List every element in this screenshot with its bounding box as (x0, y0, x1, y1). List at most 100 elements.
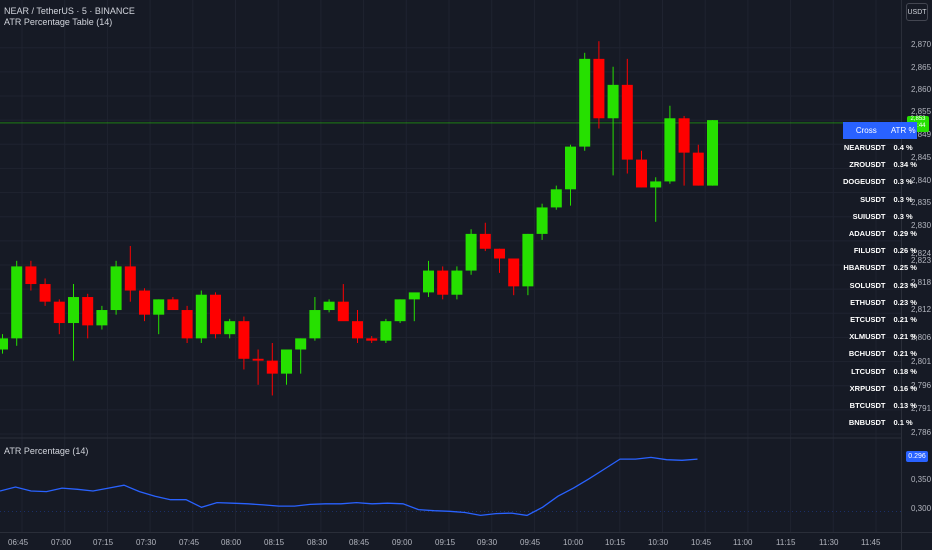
time-tick: 11:15 (776, 538, 796, 547)
price-tick: 2,845 (911, 153, 932, 162)
time-tick: 09:45 (520, 538, 541, 547)
symbol-cell: NEARUSDT (843, 143, 886, 153)
candle-body (295, 338, 307, 350)
time-tick: 09:15 (435, 538, 456, 547)
time-tick: 08:30 (307, 538, 328, 547)
atr-cell: 0.3 % (893, 194, 913, 204)
candle-body (366, 338, 378, 341)
symbol-cell: XLMUSDT (849, 332, 886, 342)
price-tick: 2,865 (911, 63, 932, 72)
price-tick: 2,786 (911, 428, 932, 437)
candle-body (607, 84, 619, 119)
time-tick: 06:45 (8, 538, 29, 547)
atr-current-tag[interactable]: 0.296 (906, 451, 928, 462)
symbol-cell: BTCUSDT (849, 400, 886, 410)
atr-cell: 0.26 % (893, 246, 917, 256)
candle-body (565, 146, 576, 190)
atr-cell: 0.13 % (893, 400, 917, 410)
atr-tick: 0,350 (911, 475, 932, 484)
time-tick: 10:15 (605, 538, 626, 547)
table-row: XLMUSDT 0.21 % (843, 328, 917, 345)
time-tick: 08:45 (349, 538, 370, 547)
time-tick: 10:30 (648, 538, 669, 547)
candle-body (323, 301, 335, 311)
atr-line (0, 456, 698, 517)
atr-cell: 0.29 % (893, 229, 917, 239)
table-header-row: Cross ATR % (843, 122, 917, 139)
currency-badge[interactable]: USDT (906, 3, 928, 21)
atr-pane (0, 456, 902, 517)
atr-percentage-table: Cross ATR % NEARUSDT 0.4 % ZROUSDT 0.34 % … (843, 122, 917, 431)
candle-body (423, 270, 434, 293)
candle-body (451, 270, 463, 295)
price-tick: 2,830 (911, 221, 932, 230)
table-row: HBARUSDT 0.25 % (843, 259, 917, 276)
symbol-cell: DOGEUSDT (843, 177, 886, 187)
candles (0, 41, 718, 396)
candle-body (309, 310, 321, 339)
candle-body (252, 358, 264, 361)
table-row: BTCUSDT 0.13 % (843, 397, 917, 414)
table-row: BCHUSDT 0.21 % (843, 345, 917, 362)
candle-body (465, 233, 477, 271)
price-tick: 2,818 (911, 278, 932, 287)
column-header-atr: ATR % (889, 122, 917, 139)
atr-cell: 0.18 % (893, 366, 917, 376)
price-tick: 2,796 (911, 381, 932, 390)
table-row: ZROUSDT 0.34 % (843, 156, 917, 173)
symbol-cell: ETHUSDT (850, 297, 886, 307)
symbol-cell: ZROUSDT (849, 160, 886, 170)
candle-body (678, 118, 690, 153)
atr-cell: 0.21 % (893, 314, 917, 324)
atr-cell: 0.3 % (893, 177, 913, 187)
candle-body (352, 321, 363, 339)
candle-body (210, 294, 221, 335)
atr-cell: 0.25 % (893, 263, 917, 273)
candle-body (636, 159, 647, 188)
time-tick: 08:00 (221, 538, 242, 547)
candle-body (337, 301, 349, 322)
candle-body (110, 266, 122, 311)
price-tick: 2,801 (911, 357, 932, 366)
candle-body (181, 310, 193, 339)
time-tick: 09:30 (477, 538, 498, 547)
candle-body (394, 299, 406, 322)
symbol-cell: BCHUSDT (848, 349, 886, 359)
atr-tick: 0,300 (911, 504, 932, 513)
price-tick: 2,849 (911, 130, 932, 139)
time-tick: 08:15 (264, 538, 285, 547)
candle-body (53, 301, 65, 324)
time-tick: 09:00 (392, 538, 413, 547)
table-row: SOLUSDT 0.23 % (843, 277, 917, 294)
candle-body (124, 266, 136, 291)
candle-body (650, 181, 662, 188)
candle-body (664, 118, 676, 182)
atr-cell: 0.1 % (893, 418, 913, 428)
time-tick: 07:00 (51, 538, 72, 547)
indicator-legend[interactable]: ATR Percentage Table (14) (4, 17, 113, 27)
bar-countdown: 00:44 (910, 123, 926, 129)
atr-cell: 0.21 % (893, 349, 917, 359)
candle-body (621, 84, 633, 160)
symbol-legend[interactable]: NEAR / TetherUS · 5 · BINANCE (4, 6, 135, 16)
atr-cell: 0.16 % (893, 383, 917, 393)
table-row: XRPUSDT 0.16 % (843, 380, 917, 397)
price-scale-border (901, 0, 902, 550)
time-tick: 11:00 (733, 538, 753, 547)
atr-cell: 0.23 % (893, 297, 917, 307)
symbol-cell: BNBUSDT (848, 418, 886, 428)
candle-body (593, 58, 605, 119)
lower-indicator-legend[interactable]: ATR Percentage (14) (4, 446, 89, 456)
time-tick: 11:30 (819, 538, 839, 547)
table-row: FILUSDT 0.26 % (843, 242, 917, 259)
symbol-cell: HBARUSDT (843, 263, 886, 273)
time-tick: 10:00 (563, 538, 584, 547)
symbol-cell: FILUSDT (853, 246, 886, 256)
table-row: NEARUSDT 0.4 % (843, 139, 917, 156)
atr-cell: 0.4 % (893, 143, 913, 153)
table-row: SUIUSDT 0.3 % (843, 208, 917, 225)
candle-body (39, 284, 51, 302)
candle-body (707, 120, 718, 186)
table-row: ADAUSDT 0.29 % (843, 225, 917, 242)
